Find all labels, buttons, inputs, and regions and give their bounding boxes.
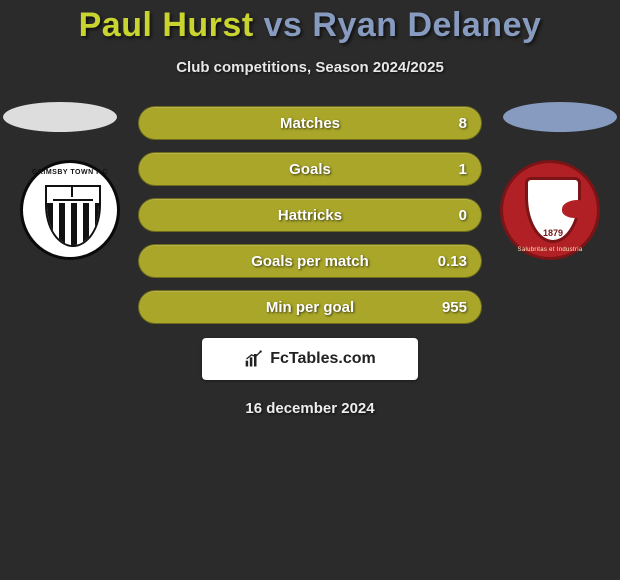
stat-label: Min per goal bbox=[139, 291, 481, 323]
crest-stripes bbox=[47, 203, 99, 245]
attribution-text: FcTables.com bbox=[270, 350, 376, 368]
club-crest-swindon: 1879 Salubritas et Industria bbox=[500, 160, 600, 260]
crest-boat-icon bbox=[53, 191, 93, 201]
stat-player2-value: 1 bbox=[459, 153, 467, 185]
content-area: GRIMSBY TOWN F.C 1879 Salubritas et Indu… bbox=[0, 106, 620, 417]
comparison-title: Paul Hurst vs Ryan Delaney bbox=[0, 0, 620, 45]
bars-icon bbox=[244, 349, 264, 369]
stats-rows: Matches 8 Goals 1 Hattricks 0 Goals per … bbox=[138, 106, 482, 324]
crest-year: 1879 bbox=[528, 228, 578, 238]
player2-club-crest: 1879 Salubritas et Industria bbox=[500, 160, 600, 260]
stat-label: Hattricks bbox=[139, 199, 481, 231]
subtitle: Club competitions, Season 2024/2025 bbox=[0, 59, 620, 76]
player1-club-crest: GRIMSBY TOWN F.C bbox=[20, 160, 120, 260]
crest-bird-icon bbox=[562, 200, 594, 218]
player1-oval bbox=[3, 102, 117, 132]
stat-player2-value: 8 bbox=[459, 107, 467, 139]
crest-shield bbox=[45, 185, 101, 247]
stat-player2-value: 0.13 bbox=[438, 245, 467, 277]
title-vs: vs bbox=[264, 6, 303, 44]
player1-name: Paul Hurst bbox=[79, 6, 254, 44]
stat-row: Min per goal 955 bbox=[138, 290, 482, 324]
crest-ring-text: GRIMSBY TOWN F.C bbox=[23, 169, 117, 176]
stat-row: Hattricks 0 bbox=[138, 198, 482, 232]
stat-row: Goals per match 0.13 bbox=[138, 244, 482, 278]
crest-motto: Salubritas et Industria bbox=[503, 247, 597, 253]
crest-shield: 1879 bbox=[525, 177, 581, 243]
stat-label: Matches bbox=[139, 107, 481, 139]
stat-label: Goals bbox=[139, 153, 481, 185]
stat-player2-value: 0 bbox=[459, 199, 467, 231]
player2-oval bbox=[503, 102, 617, 132]
stat-row: Matches 8 bbox=[138, 106, 482, 140]
stat-player2-value: 955 bbox=[442, 291, 467, 323]
club-crest-grimsby: GRIMSBY TOWN F.C bbox=[20, 160, 120, 260]
snapshot-date: 16 december 2024 bbox=[0, 400, 620, 417]
stat-label: Goals per match bbox=[139, 245, 481, 277]
stat-row: Goals 1 bbox=[138, 152, 482, 186]
attribution-badge: FcTables.com bbox=[202, 338, 418, 380]
player2-name: Ryan Delaney bbox=[312, 6, 541, 44]
